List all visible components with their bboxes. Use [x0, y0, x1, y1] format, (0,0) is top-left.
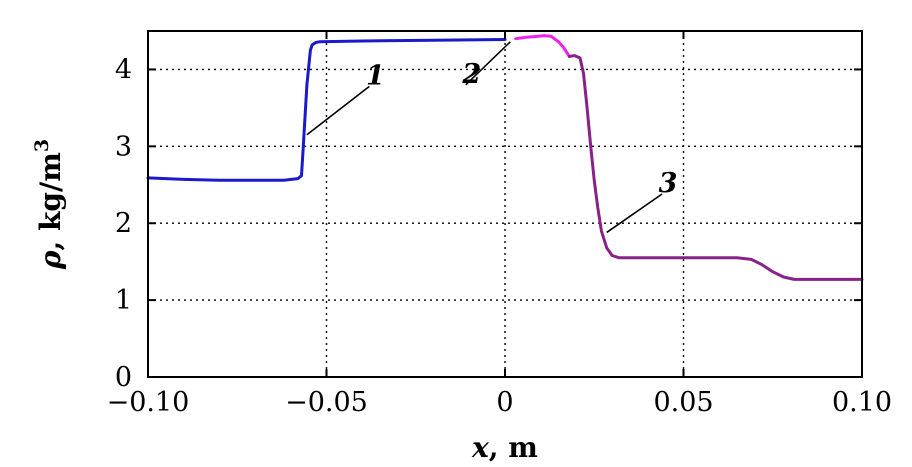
y-tick-label: 3: [115, 131, 132, 162]
y-axis-symbol: ρ: [34, 250, 67, 270]
x-tick-label: 0.05: [653, 387, 713, 418]
y-axis-unit-exponent: 3: [31, 139, 53, 152]
annotation-leader-2: [465, 41, 511, 86]
annotation-label-1: 1: [366, 60, 385, 91]
series-line-3: [567, 54, 864, 281]
annotation-label-3: 3: [659, 168, 678, 199]
x-tick-label: −0.10: [107, 387, 190, 418]
annotation-leader-1: [306, 85, 370, 136]
series-line-1: [146, 38, 507, 182]
y-tick-label: 0: [115, 362, 132, 393]
annotation-label-2: 2: [461, 59, 481, 90]
series-line-2: [514, 34, 571, 58]
y-tick-label: 1: [115, 285, 132, 316]
y-tick-label: 4: [115, 54, 132, 85]
x-tick-label: 0: [496, 387, 513, 418]
series-lines: [146, 34, 864, 281]
axis-ticks: [147, 31, 863, 378]
grid: [148, 31, 862, 377]
annotation-leader-3: [606, 193, 663, 234]
tick-labels: −0.10 −0.05 0 0.05 0.10 0 1 2 3 4: [107, 54, 892, 418]
y-axis-unit: , kg/m: [34, 152, 67, 250]
x-tick-label: −0.05: [285, 387, 368, 418]
y-axis-label: ρ, kg/m3: [31, 139, 67, 270]
x-axis-unit: , m: [489, 431, 538, 464]
x-tick-label: 0.10: [832, 387, 892, 418]
x-axis-label: x, m: [471, 431, 538, 464]
annotations: 1 2 3: [306, 41, 678, 234]
y-tick-label: 2: [115, 208, 132, 239]
x-axis-symbol: x: [471, 431, 489, 464]
